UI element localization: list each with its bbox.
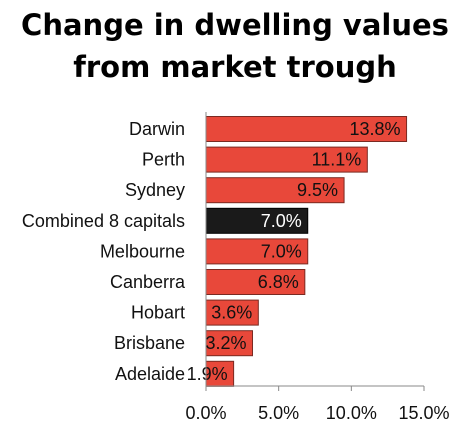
value-label-sydney: 9.5%	[297, 180, 338, 200]
chart-title: Change in dwelling values from market tr…	[0, 4, 470, 88]
bar-brisbane	[205, 330, 254, 357]
chart-title-line-1: Change in dwelling values	[21, 8, 449, 42]
bar-hobart	[205, 299, 259, 326]
category-label-canberra: Canberra	[110, 272, 186, 292]
bar-melbourne	[205, 238, 309, 265]
category-label-darwin: Darwin	[129, 119, 185, 139]
value-label-combined-8-capitals: 7.0%	[261, 211, 302, 231]
value-label-brisbane: 3.2%	[205, 333, 246, 353]
x-tick-label: 0.0%	[185, 403, 226, 423]
x-tick-label: 10.0%	[326, 403, 377, 423]
value-label-darwin: 13.8%	[350, 119, 401, 139]
x-tick-label: 5.0%	[258, 403, 299, 423]
bar-darwin	[205, 116, 408, 142]
category-label-sydney: Sydney	[125, 180, 185, 200]
x-tick-label: 15.0%	[398, 403, 449, 423]
category-label-hobart: Hobart	[131, 303, 185, 323]
category-label-adelaide: Adelaide	[115, 364, 185, 384]
x-axis: 0.0% 5.0% 10.0% 15.0%	[185, 112, 450, 423]
bars-group	[205, 116, 408, 387]
value-label-hobart: 3.6%	[211, 303, 252, 323]
bar-canberra	[205, 269, 306, 295]
value-label-adelaide: 1.9%	[187, 364, 228, 384]
category-label-melbourne: Melbourne	[100, 241, 185, 261]
bar-combined-8-capitals	[205, 207, 309, 234]
value-label-perth: 11.1%	[312, 150, 362, 170]
category-label-perth: Perth	[142, 150, 185, 170]
value-label-canberra: 6.8%	[258, 272, 299, 292]
category-label-brisbane: Brisbane	[114, 333, 185, 353]
category-labels-group: Darwin Perth Sydney Combined 8 capitals Melb…	[22, 119, 186, 384]
chart-title-line-2: from market trough	[73, 50, 397, 84]
value-label-melbourne: 7.0%	[261, 241, 302, 261]
bar-sydney	[205, 177, 345, 204]
value-labels-group: 13.8% 11.1% 9.5% 7.0% 7.0% 6.8% 3.6% 3.2% 1.9%	[187, 119, 401, 384]
category-label-combined-8-capitals: Combined 8 capitals	[22, 211, 185, 231]
